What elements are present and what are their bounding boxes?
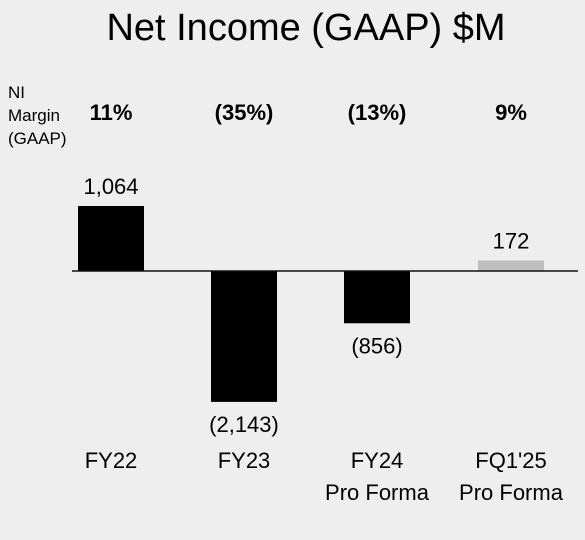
- bar-0: [78, 206, 144, 271]
- bar-3: [478, 260, 544, 271]
- value-label-0: 1,064: [83, 174, 138, 199]
- margin-value-1: (35%): [215, 100, 274, 125]
- ni-margin-header: NI Margin (GAAP): [8, 83, 67, 148]
- value-labels: 1,064 (2,143) (856) 172: [83, 174, 529, 437]
- category-labels: FY22 FY23 FY24 Pro Forma FQ1'25 Pro Forma: [85, 448, 564, 505]
- ni-margin-header-line-1: NI: [8, 83, 25, 102]
- category-label-3-line-1: Pro Forma: [459, 480, 564, 505]
- margin-value-0: 11%: [90, 100, 133, 125]
- category-label-0-line-0: FY22: [85, 448, 138, 473]
- ni-margin-header-line-3: (GAAP): [8, 129, 67, 148]
- category-label-2-line-1: Pro Forma: [325, 480, 430, 505]
- ni-margin-header-line-2: Margin: [8, 106, 60, 125]
- bar-2: [344, 271, 410, 324]
- value-label-1: (2,143): [209, 412, 279, 437]
- bar-1: [211, 271, 277, 402]
- chart-title: Net Income (GAAP) $M: [106, 7, 505, 49]
- category-label-1-line-0: FY23: [218, 448, 271, 473]
- category-label-2-line-0: FY24: [351, 448, 404, 473]
- category-label-3-line-0: FQ1'25: [475, 448, 546, 473]
- value-label-3: 172: [493, 228, 530, 253]
- bars: [78, 206, 544, 402]
- value-label-2: (856): [351, 333, 402, 358]
- margin-value-2: (13%): [348, 100, 407, 125]
- margin-value-3: 9%: [495, 100, 527, 125]
- margin-values: 11% (35%) (13%) 9%: [90, 100, 527, 125]
